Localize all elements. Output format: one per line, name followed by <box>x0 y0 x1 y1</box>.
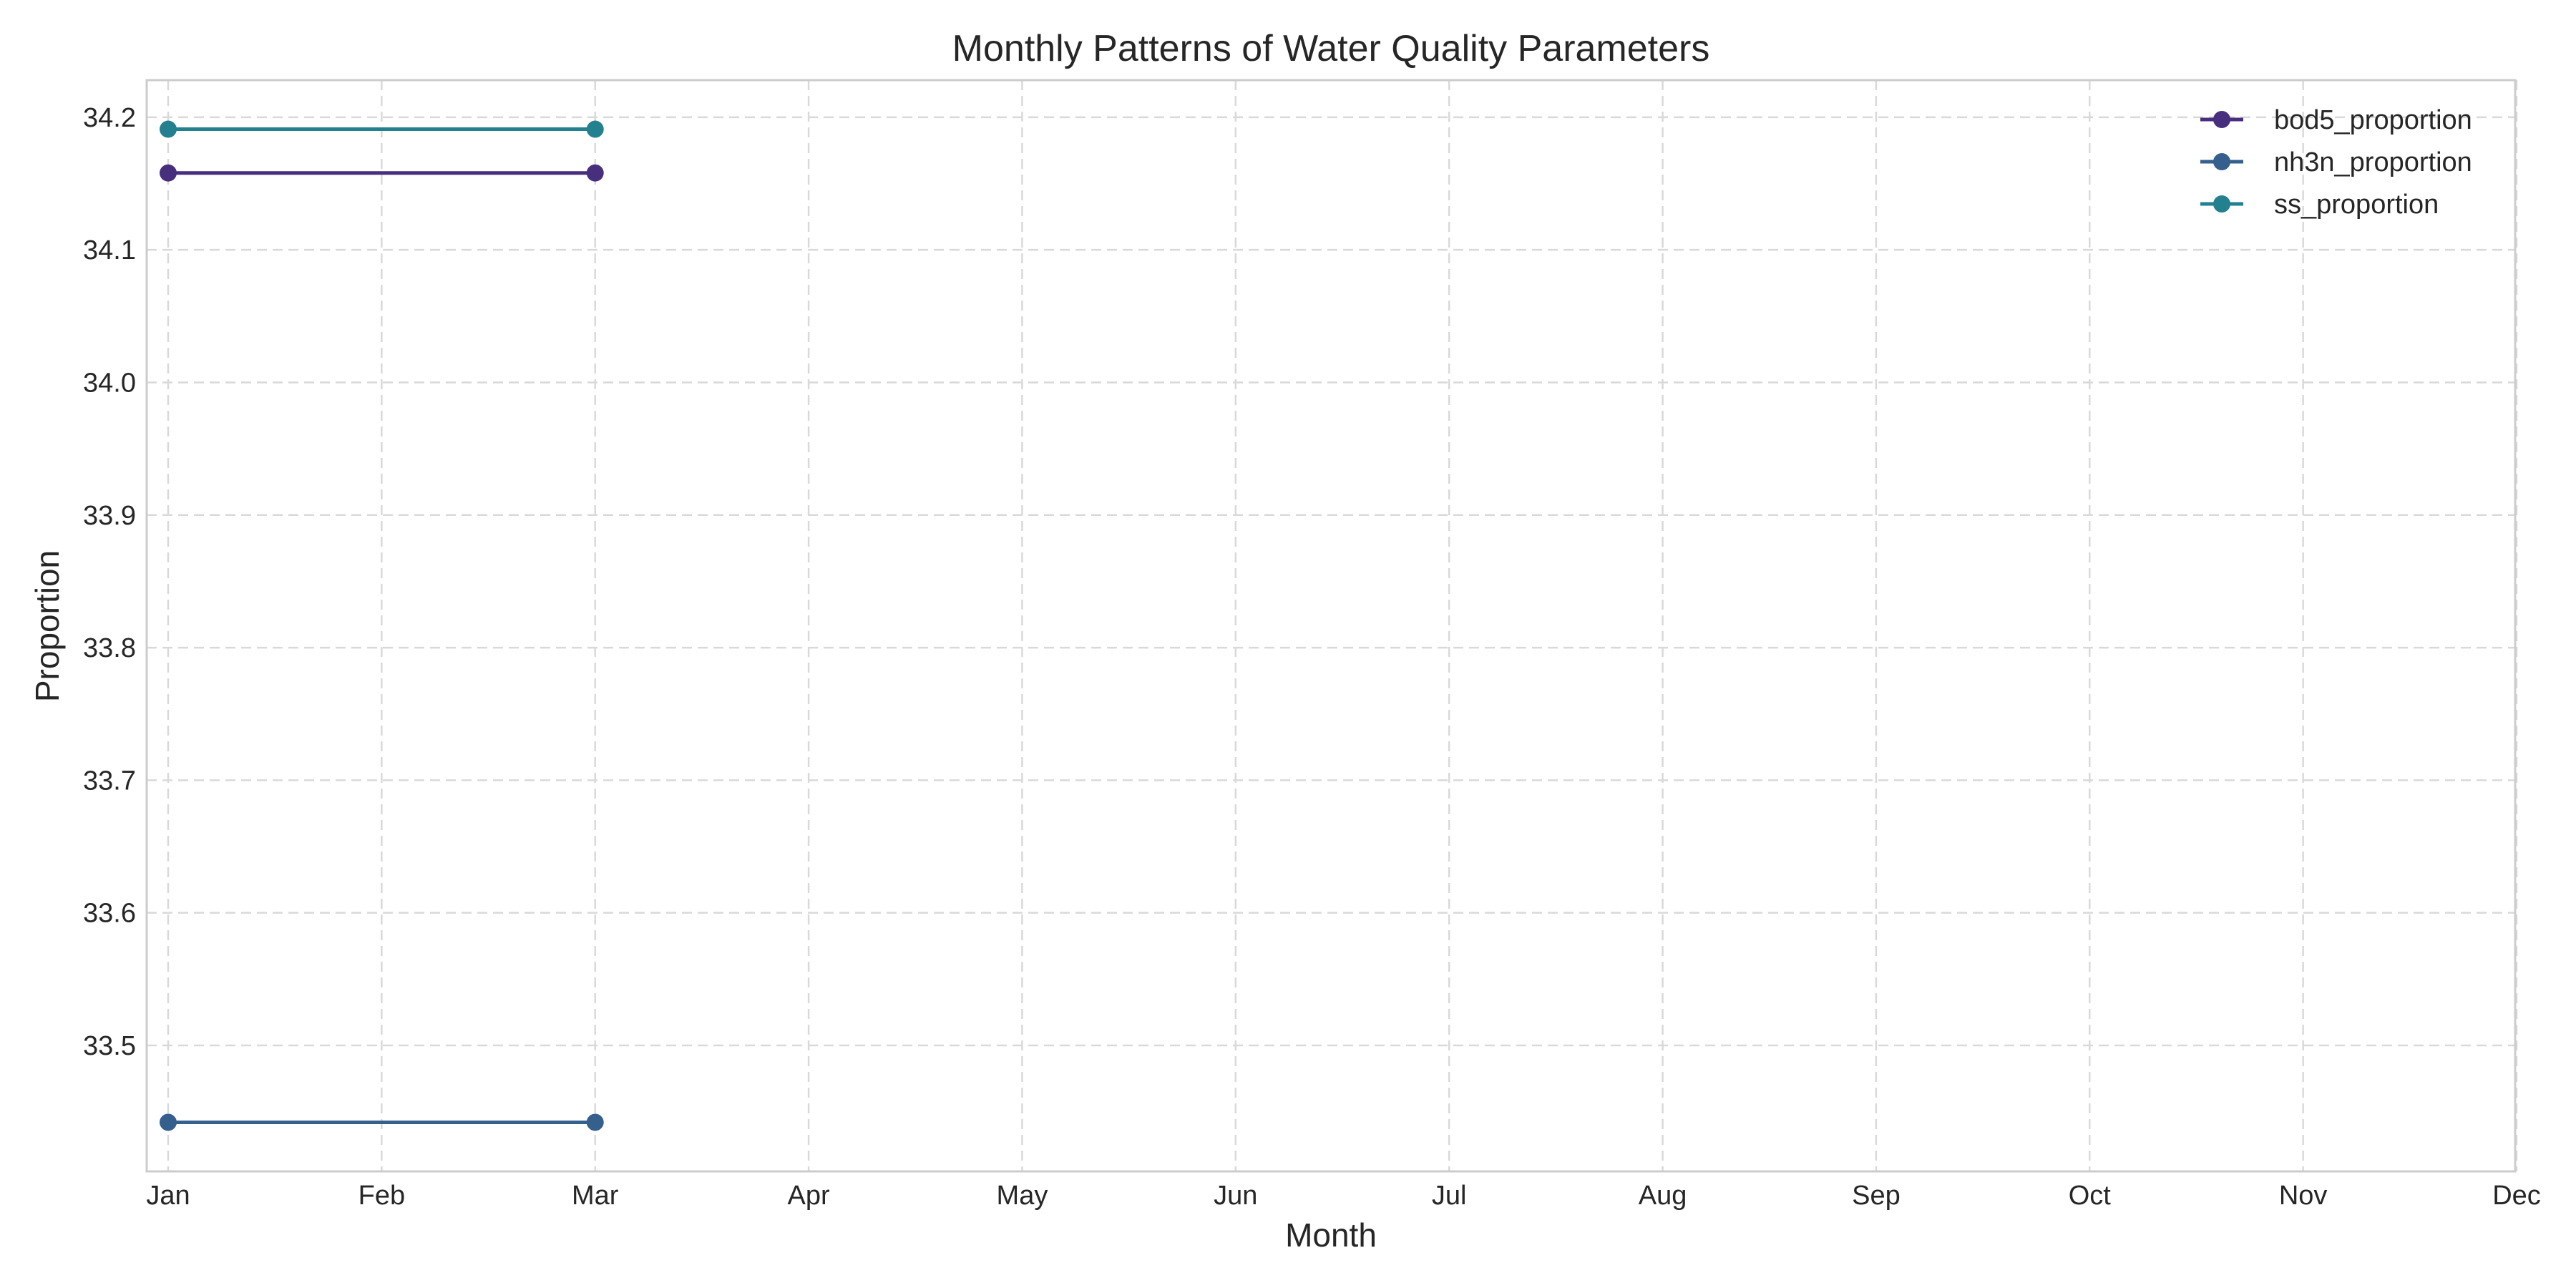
y-tick-label: 33.8 <box>83 633 136 663</box>
x-tick-labels: Jan Feb Mar Apr May Jun Jul Aug Sep Oct Nov Dec <box>146 1181 2540 1211</box>
legend-marker <box>2213 195 2230 213</box>
x-tick-label: Mar <box>572 1181 619 1211</box>
legend-item: bod5_proportion <box>2200 105 2472 135</box>
legend-label: nh3n_proportion <box>2274 147 2472 177</box>
y-tick-label: 34.1 <box>83 235 136 265</box>
x-tick-label: Dec <box>2492 1181 2541 1211</box>
y-tick-labels: 33.5 33.6 33.7 33.8 33.9 34.0 34.1 34.2 <box>83 103 136 1061</box>
x-tick-label: Aug <box>1639 1181 1687 1211</box>
y-axis-label: Proportion <box>29 550 66 702</box>
y-tick-label: 33.5 <box>83 1031 136 1061</box>
data-point <box>586 1113 604 1131</box>
x-tick-label: Jan <box>146 1181 190 1211</box>
data-point <box>586 120 604 138</box>
data-point <box>586 164 604 182</box>
x-tick-label: May <box>997 1181 1048 1211</box>
legend-label: bod5_proportion <box>2274 105 2472 135</box>
grid-layer <box>147 80 2518 1171</box>
legend: bod5_proportion nh3n_proportion ss_proport… <box>2200 105 2472 220</box>
legend-marker <box>2213 111 2230 128</box>
plot-frame <box>145 79 2517 1173</box>
x-tick-label: Feb <box>358 1181 405 1211</box>
x-tick-label: Apr <box>788 1181 830 1211</box>
x-tick-label: Oct <box>2069 1181 2112 1211</box>
series-bod5_proportion <box>160 164 604 182</box>
x-tick-label: Nov <box>2279 1181 2328 1211</box>
legend-marker <box>2213 153 2230 170</box>
y-tick-label: 33.9 <box>83 501 136 531</box>
y-tick-label: 34.2 <box>83 103 136 133</box>
x-tick-label: Jul <box>1432 1181 1467 1211</box>
data-point <box>160 1113 177 1131</box>
chart-title: Monthly Patterns of Water Quality Parame… <box>952 28 1710 69</box>
y-tick-label: 34.0 <box>83 368 136 398</box>
series-ss_proportion <box>160 120 604 138</box>
series-layer <box>160 120 604 1131</box>
x-tick-label: Sep <box>1852 1181 1901 1211</box>
x-tick-label: Jun <box>1214 1181 1257 1211</box>
x-axis-label: Month <box>1285 1216 1377 1254</box>
legend-item: nh3n_proportion <box>2200 147 2472 177</box>
series-nh3n_proportion <box>160 1113 604 1131</box>
data-point <box>160 120 177 138</box>
legend-label: ss_proportion <box>2274 190 2439 220</box>
y-tick-label: 33.6 <box>83 899 136 929</box>
data-point <box>160 164 177 182</box>
y-tick-label: 33.7 <box>83 766 136 796</box>
legend-item: ss_proportion <box>2200 190 2439 220</box>
